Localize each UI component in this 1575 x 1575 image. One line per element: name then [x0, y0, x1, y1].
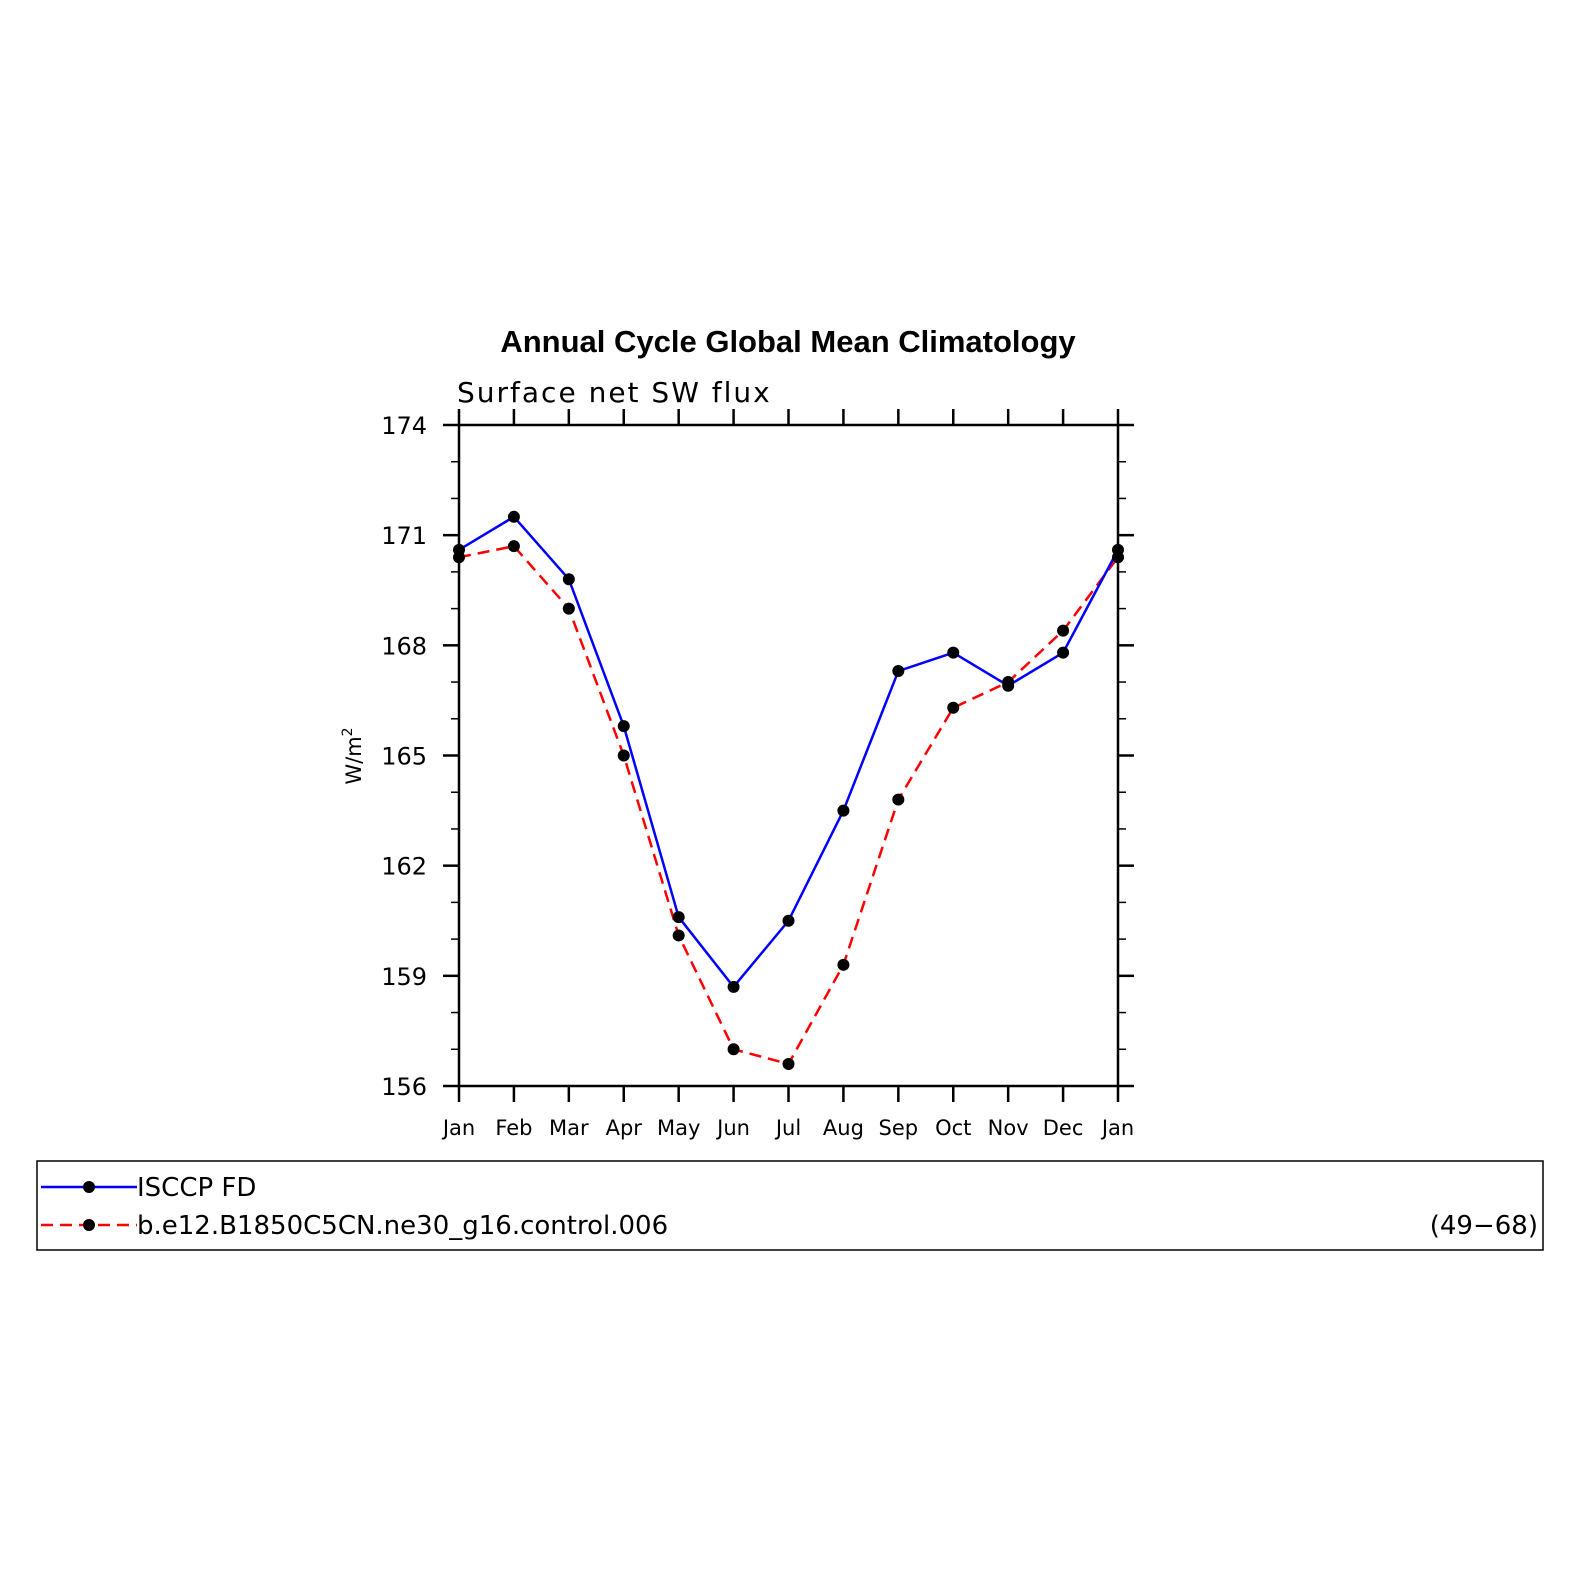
y-axis-label-text: W/m: [342, 736, 366, 784]
series-1-point: [562, 602, 575, 615]
x-tick-label: Jan: [1100, 1116, 1134, 1140]
series-1-point: [617, 749, 630, 762]
series-1-point: [672, 929, 685, 942]
series-1-point: [1057, 624, 1070, 637]
legend-label-series-1: b.e12.B1850C5CN.ne30_g16.control.006: [137, 1211, 668, 1241]
series-0-point: [947, 646, 960, 659]
axis-ticks: [443, 409, 1134, 1102]
legend-label-series-0: ISCCP FD: [137, 1173, 256, 1203]
series-0-point: [562, 573, 575, 586]
y-tick-label: 156: [381, 1073, 427, 1101]
series-1-point: [892, 793, 905, 806]
series-line-1: [458, 544, 1120, 1066]
x-tick-label: Oct: [935, 1116, 971, 1140]
x-tick-label: Apr: [606, 1116, 643, 1140]
y-tick-label: 162: [381, 853, 427, 881]
chart-subtitle: Surface net SW flux: [457, 376, 772, 409]
series-0-point: [1002, 679, 1015, 692]
series-0-point: [1057, 646, 1070, 659]
y-axis-label-sup: 2: [340, 727, 356, 736]
x-tick-label: Mar: [549, 1116, 589, 1140]
x-tick-label: Dec: [1043, 1116, 1084, 1140]
x-tick-label: Nov: [988, 1116, 1029, 1140]
series-1-point: [947, 701, 960, 714]
x-tick-labels: Jan Feb Mar Apr May Jun Jul Aug Sep Oct Nov Dec Jan: [441, 1116, 1134, 1140]
series-0-point: [672, 911, 685, 924]
legend-box: [36, 1160, 1544, 1251]
plot-frame: [457, 423, 1120, 1088]
x-tick-label: Jun: [715, 1116, 750, 1140]
legend-marker-series-0: [83, 1181, 95, 1193]
legend-annotation-series-1: (49−68): [1430, 1211, 1538, 1241]
series-0-point: [782, 914, 795, 927]
x-tick-label: May: [657, 1116, 700, 1140]
series-1-point: [727, 1043, 740, 1056]
series-0-point: [727, 980, 740, 993]
chart-title: Annual Cycle Global Mean Climatology: [500, 324, 1076, 359]
y-tick-label: 168: [381, 632, 427, 660]
series-0-point: [1112, 543, 1124, 556]
y-tick-labels: 156 159 162 165 168 171 174: [381, 412, 427, 1101]
y-tick-label: 171: [381, 522, 427, 550]
legend-marker-series-1: [83, 1219, 95, 1231]
series-0-point: [617, 720, 630, 733]
x-tick-label: Sep: [879, 1116, 919, 1140]
series-1-point: [837, 958, 850, 971]
x-tick-label: Jan: [441, 1116, 475, 1140]
series-0-point: [892, 665, 905, 678]
y-tick-label: 165: [381, 743, 427, 771]
series-1-point: [507, 540, 520, 553]
series-0-point: [453, 543, 465, 556]
y-tick-label: 174: [381, 412, 427, 440]
series-1-point: [782, 1057, 795, 1070]
x-tick-label: Aug: [823, 1116, 864, 1140]
x-tick-label: Jul: [774, 1116, 801, 1140]
series-layer: [453, 510, 1124, 1070]
series-0-point: [507, 510, 520, 523]
y-tick-label: 159: [381, 963, 427, 991]
x-tick-label: Feb: [495, 1116, 532, 1140]
y-axis-label: W/m2: [340, 727, 366, 784]
series-0-point: [837, 804, 850, 817]
